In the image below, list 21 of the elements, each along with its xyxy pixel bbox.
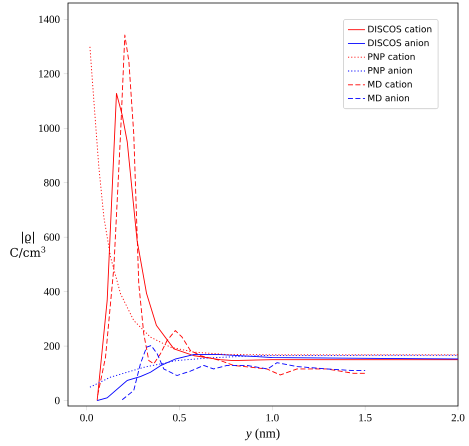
legend-label: PNP cation <box>368 53 415 60</box>
y-tick-label: 800 <box>44 179 60 186</box>
y-tick-label: 200 <box>44 342 60 350</box>
x-tick-label: 0.0 <box>80 414 94 422</box>
y-tick-label: 600 <box>44 233 60 241</box>
x-tick-label: 2.0 <box>452 414 464 422</box>
x-tick-label: 0.5 <box>173 414 186 422</box>
y-tick-label: 0 <box>54 396 60 404</box>
y-tick-label: 1200 <box>39 70 60 78</box>
legend-label: MD cation <box>368 80 412 88</box>
x-axis-title: y (nm) <box>244 428 280 440</box>
y-tick-label: 400 <box>44 288 60 296</box>
legend-label: PNP anion <box>368 66 412 74</box>
y-axis-title: |ϱ| C/cm$^{3}$ <box>10 232 46 258</box>
y-tick-label: 1000 <box>39 124 60 132</box>
legend-label: MD anion <box>368 94 409 102</box>
legend-label: DISCOS anion <box>368 39 429 46</box>
legend-label: DISCOS cation <box>368 25 432 32</box>
y-tick-label: 1400 <box>39 16 60 24</box>
x-tick-label: 1.5 <box>359 414 372 422</box>
x-tick-label: 1.0 <box>266 414 279 422</box>
